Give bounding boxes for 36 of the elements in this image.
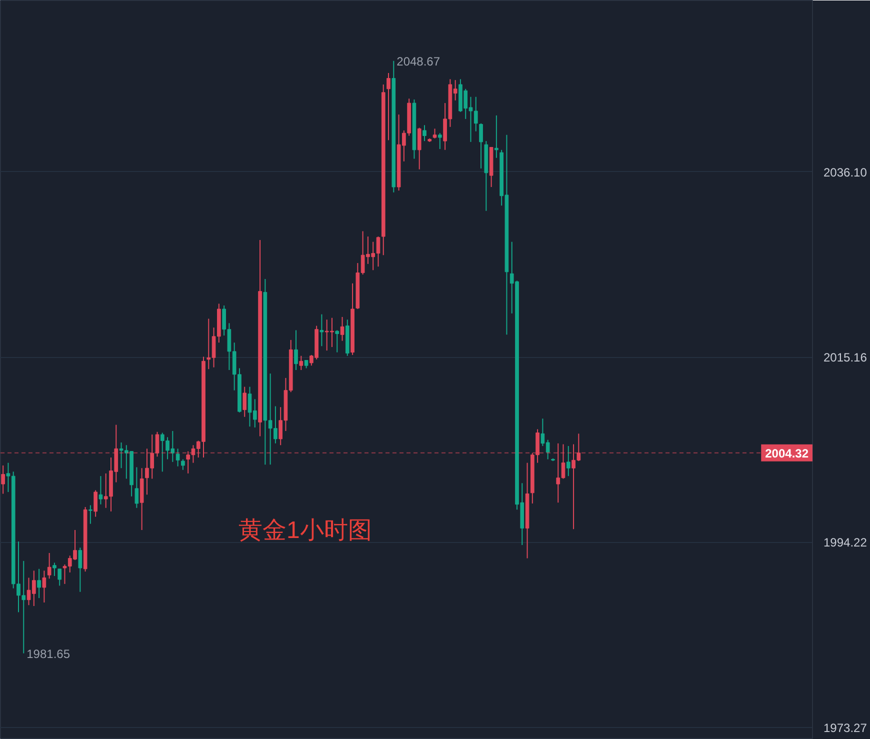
candlestick	[88, 504, 92, 524]
y-tick-label: 2036.10	[824, 165, 868, 180]
annotation: 1981.65	[26, 646, 70, 661]
candlestick	[37, 568, 41, 599]
candlestick	[47, 552, 52, 580]
candlestick	[98, 476, 103, 505]
candlestick	[176, 448, 180, 467]
candlestick	[320, 314, 324, 347]
candlestick	[299, 355, 304, 370]
candlestick	[242, 386, 247, 418]
candlestick	[386, 72, 390, 141]
candlestick	[294, 330, 298, 370]
candlestick	[52, 562, 56, 576]
text: 黄金1小时图	[238, 517, 372, 544]
candlestick	[335, 330, 340, 353]
candlestick	[494, 114, 498, 158]
annotation: 2048.67	[396, 54, 440, 68]
candlestick	[438, 132, 442, 150]
candlestick	[432, 128, 437, 139]
candlestick	[340, 316, 344, 342]
candlestick	[78, 547, 82, 592]
candlestick	[58, 568, 62, 586]
candlestick	[94, 490, 98, 518]
candlestick	[1, 464, 5, 494]
ref-line-label: 2004.32	[765, 446, 809, 460]
candlestick	[417, 127, 422, 170]
y-tick-label: 1994.22	[824, 536, 868, 550]
candlestick	[422, 124, 426, 142]
candlestick	[566, 446, 570, 477]
candlestick	[140, 468, 144, 530]
candlestick	[479, 122, 483, 169]
candlestick	[134, 466, 139, 508]
y-tick-label: 1973.27	[824, 720, 868, 735]
y-tick-label: 2015.16	[824, 350, 868, 365]
candlestick	[181, 458, 185, 470]
candlestick	[42, 570, 46, 603]
